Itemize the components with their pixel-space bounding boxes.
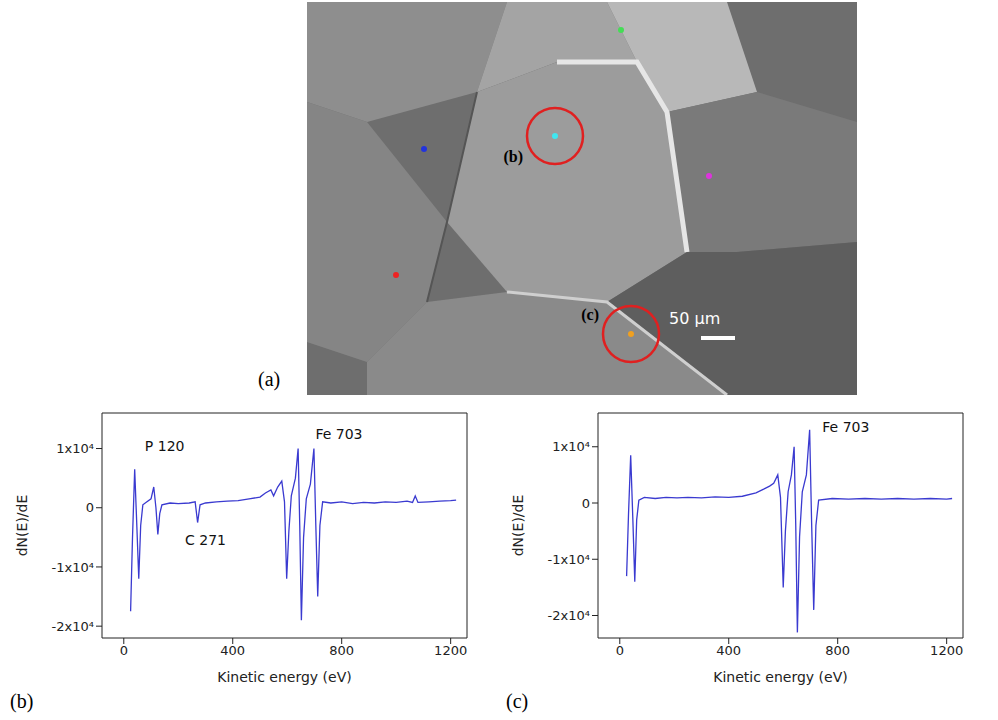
svg-text:1200: 1200 [434,643,467,658]
html-text:(b): (b) [10,690,34,712]
svg-text:(c): (c) [581,306,599,324]
svg-text:1x10⁴: 1x10⁴ [552,439,590,454]
svg-text:Kinetic energy (eV): Kinetic energy (eV) [217,669,351,685]
svg-text:0: 0 [582,496,590,511]
svg-text:50 μm: 50 μm [669,309,720,328]
svg-text:dN(E)/dE: dN(E)/dE [510,495,526,557]
svg-text:P 120: P 120 [145,438,185,454]
svg-text:0: 0 [120,643,128,658]
svg-text:-1x10⁴: -1x10⁴ [548,552,590,567]
html-text:(c): (c) [506,690,529,712]
svg-text:1x10⁴: 1x10⁴ [56,441,94,456]
svg-text:C 271: C 271 [185,532,226,548]
svg-text:0: 0 [616,643,624,658]
svg-text:-2x10⁴: -2x10⁴ [548,608,590,623]
svg-text:400: 400 [220,643,245,658]
svg-text:-2x10⁴: -2x10⁴ [52,619,94,634]
svg-text:(b): (b) [503,148,523,166]
svg-text:dN(E)/dE: dN(E)/dE [14,495,30,557]
svg-text:Fe 703: Fe 703 [315,426,362,442]
svg-text:1200: 1200 [930,643,963,658]
svg-text:800: 800 [329,643,354,658]
svg-text:400: 400 [716,643,741,658]
html-text:(a): (a) [258,368,281,390]
svg-text:Kinetic energy (eV): Kinetic energy (eV) [713,669,847,685]
svg-text:Fe 703: Fe 703 [822,419,869,435]
svg-text:-1x10⁴: -1x10⁴ [52,560,94,575]
svg-text:800: 800 [825,643,850,658]
svg-text:0: 0 [86,500,94,515]
